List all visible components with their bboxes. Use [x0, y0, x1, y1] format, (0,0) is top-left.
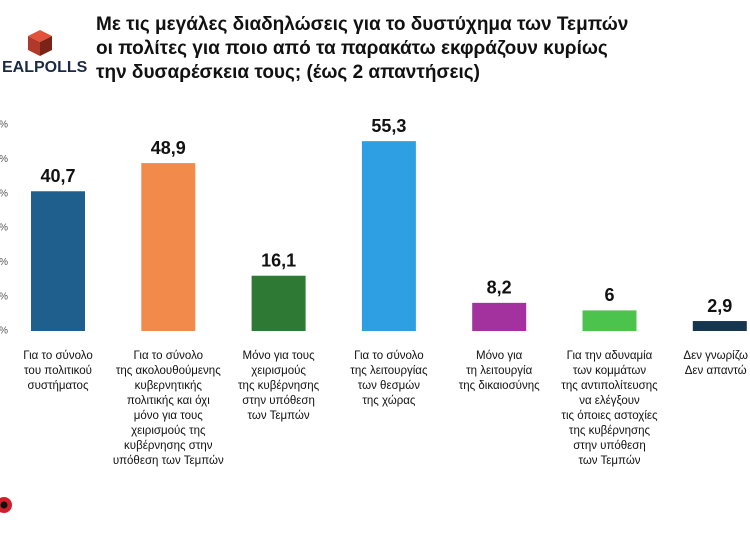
y-tick-label: 20% — [0, 257, 8, 268]
logo-text: EALPOLLS — [2, 59, 88, 76]
x-tick-label: Για το σύνολο της ακολουθούμενης κυβερνητι… — [113, 350, 224, 467]
bar — [31, 191, 85, 331]
y-tick-label: 40% — [0, 188, 8, 199]
corner-icon-dot — [0, 501, 8, 509]
x-tick-label: Για την αδυναμία των κομμάτων της αντιπολί… — [561, 350, 658, 467]
bar — [692, 321, 747, 331]
bar — [472, 302, 527, 331]
y-tick-label: 0% — [0, 326, 8, 337]
logo-icon — [28, 30, 52, 56]
x-tick-label: Για το σύνολο του πολιτικού συστήματος — [23, 350, 93, 392]
x-tick-label: Δεν γνωρίζω Δεν απαντώ — [683, 350, 748, 377]
bar — [361, 141, 416, 331]
bar — [582, 310, 637, 331]
value-label: 48,9 — [151, 138, 186, 158]
x-tick-label: Μόνο για τους χειρισμούς της κυβέρνησης στη… — [238, 350, 320, 422]
value-label: 40,7 — [40, 166, 75, 186]
y-tick-label: 10% — [0, 291, 8, 302]
y-tick-label: 60% — [0, 120, 8, 131]
chart-title: Με τις μεγάλες διαδηλώσεις για το δυστύχ… — [96, 14, 628, 83]
bar — [141, 163, 196, 331]
y-tick-label: 50% — [0, 154, 8, 165]
value-label: 55,3 — [371, 116, 406, 136]
value-label: 8,2 — [487, 278, 512, 298]
value-label: 6 — [604, 285, 614, 305]
value-label: 2,9 — [707, 296, 732, 316]
y-tick-label: 30% — [0, 223, 8, 234]
value-label: 16,1 — [261, 250, 296, 270]
x-tick-label: Μόνο για τη λειτουργία της δικαιοσύνης — [459, 350, 540, 392]
x-tick-label: Για το σύνολο της λειτουργίας των θεσμών τη… — [350, 350, 428, 407]
bar — [251, 275, 306, 331]
